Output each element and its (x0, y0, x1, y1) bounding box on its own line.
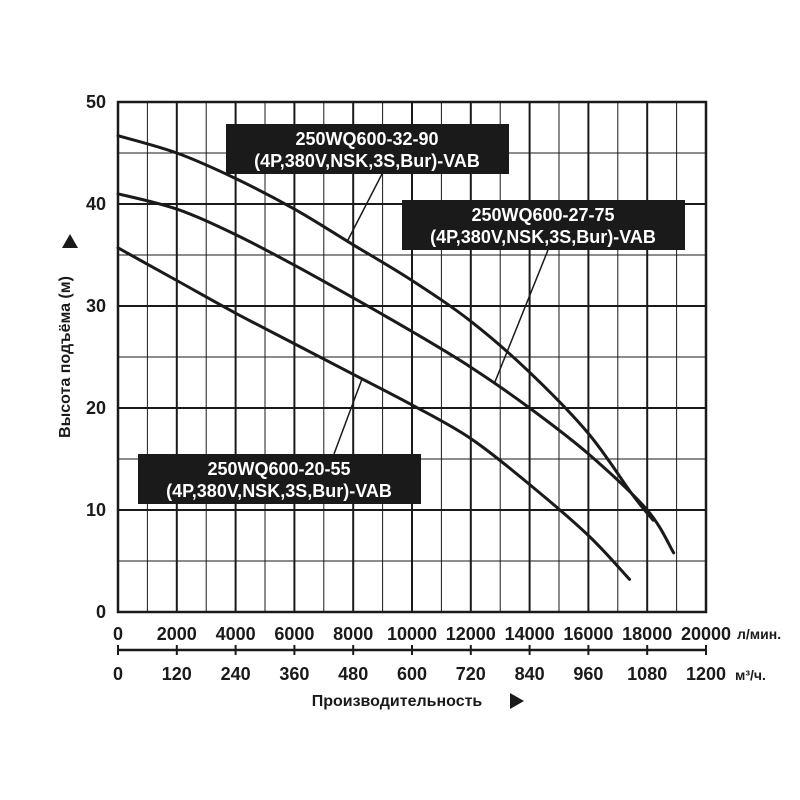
x-secondary-tick-label: 600 (397, 664, 427, 684)
x-secondary-tick-label: 960 (573, 664, 603, 684)
series-label-box (138, 454, 421, 504)
series-line (116, 134, 655, 522)
y-tick-label: 0 (96, 602, 106, 622)
y-tick-label: 30 (86, 296, 106, 316)
series-label-box (226, 124, 509, 174)
x-tick-label: 16000 (563, 624, 613, 644)
series-label-line: (4P,380V,NSK,3S,Bur)-VAB (166, 481, 392, 501)
x-secondary-tick-label: 720 (456, 664, 486, 684)
x-tick-label: 20000 (681, 624, 731, 644)
y-tick-label: 50 (86, 92, 106, 112)
x-secondary-tick-label: 1080 (627, 664, 667, 684)
y-axis-title: Высота подъёма (м) (57, 276, 74, 438)
series-label-line: (4P,380V,NSK,3S,Bur)-VAB (430, 227, 656, 247)
x-unit-secondary: м³/ч. (735, 667, 766, 683)
series-callout-line (333, 378, 363, 455)
series-label-line: 250WQ600-32-90 (295, 129, 438, 149)
x-secondary-tick-label: 360 (279, 664, 309, 684)
x-tick-label: 8000 (333, 624, 373, 644)
x-secondary-tick-label: 1200 (686, 664, 726, 684)
series-line (116, 192, 676, 555)
plot-frame (116, 100, 708, 614)
x-secondary-tick-label: 120 (162, 664, 192, 684)
grid (117, 101, 707, 613)
series-line (116, 246, 632, 581)
series-label-line: 250WQ600-27-75 (471, 205, 614, 225)
x-tick-label: 2000 (157, 624, 197, 644)
x-tick-label: 6000 (274, 624, 314, 644)
axes (116, 100, 708, 655)
x-tick-label: 18000 (622, 624, 672, 644)
series-callout-line (346, 173, 383, 242)
series-label-box (402, 200, 685, 250)
series-lines (116, 134, 676, 581)
y-axis-arrow-icon (62, 234, 78, 248)
series-label-line: 250WQ600-20-55 (207, 459, 350, 479)
y-tick-label: 10 (86, 500, 106, 520)
x-tick-label: 4000 (216, 624, 256, 644)
y-tick-label: 20 (86, 398, 106, 418)
x-secondary-tick-label: 0 (113, 664, 123, 684)
x-tick-label: 0 (113, 624, 123, 644)
x-tick-label: 10000 (387, 624, 437, 644)
x-secondary-tick-label: 840 (515, 664, 545, 684)
x-axis-title: Производительность (312, 693, 483, 710)
x-unit-primary: л/мин. (737, 626, 781, 642)
x-tick-label: 12000 (446, 624, 496, 644)
series-label-line: (4P,380V,NSK,3S,Bur)-VAB (254, 151, 480, 171)
x-secondary-tick-label: 480 (338, 664, 368, 684)
axis-titles: Высота подъёма (м) Производительность (57, 234, 524, 710)
y-tick-label: 40 (86, 194, 106, 214)
x-tick-label: 14000 (505, 624, 555, 644)
series-labels: 250WQ600-32-90(4P,380V,NSK,3S,Bur)-VAB25… (138, 124, 685, 504)
series-callout-line (493, 249, 549, 384)
x-axis-arrow-icon (510, 693, 524, 709)
series-callouts (333, 173, 549, 455)
x-secondary-tick-label: 240 (221, 664, 251, 684)
